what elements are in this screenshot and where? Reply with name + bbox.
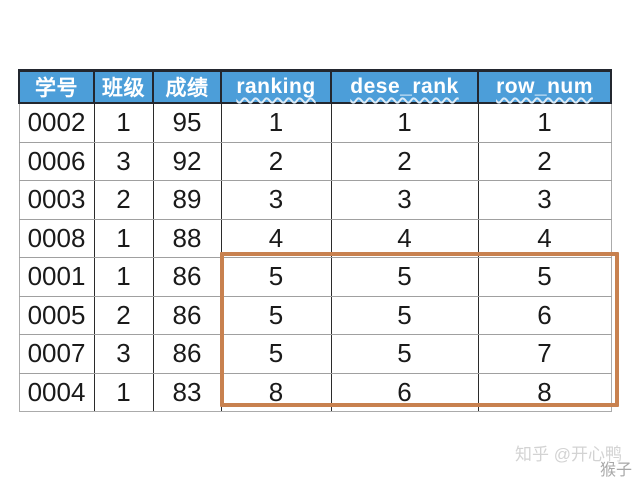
cell: 88 — [152, 218, 222, 258]
column-header-0: 学号 — [18, 69, 95, 104]
table-row: 0003 2 89 3 3 3 — [18, 180, 612, 220]
cell: 95 — [152, 102, 222, 143]
cell: 8 — [220, 372, 332, 412]
cell: 5 — [220, 334, 332, 374]
cell: 3 — [93, 141, 154, 181]
cell: 89 — [152, 180, 222, 220]
cell: 86 — [152, 295, 222, 335]
cell: 5 — [220, 257, 332, 297]
cell: 2 — [93, 295, 154, 335]
cell: 0002 — [18, 102, 95, 143]
cell: 0006 — [18, 141, 95, 181]
cell: 1 — [220, 102, 332, 143]
cell: 5 — [330, 334, 479, 374]
cell: 2 — [330, 141, 479, 181]
table-row: 0001 1 86 5 5 5 — [18, 257, 612, 297]
cell: 83 — [152, 372, 222, 412]
cell: 3 — [330, 180, 479, 220]
header-row: 学号 班级 成绩 ranking dese_rank row_num — [18, 69, 612, 104]
column-header-3: ranking — [220, 69, 332, 104]
table-row: 0007 3 86 5 5 7 — [18, 334, 612, 374]
cell: 1 — [93, 102, 154, 143]
table-row: 0008 1 88 4 4 4 — [18, 218, 612, 258]
watermark-zhihu: 知乎 @开心鸭 — [515, 445, 622, 464]
cell: 1 — [477, 102, 612, 143]
column-header-2: 成绩 — [152, 69, 222, 104]
cell: 0007 — [18, 334, 95, 374]
cell: 4 — [477, 218, 612, 258]
table-row: 0002 1 95 1 1 1 — [18, 102, 612, 143]
cell: 2 — [220, 141, 332, 181]
cell: 5 — [330, 295, 479, 335]
table-row: 0006 3 92 2 2 2 — [18, 141, 612, 181]
cell: 3 — [93, 334, 154, 374]
cell: 86 — [152, 334, 222, 374]
cell: 7 — [477, 334, 612, 374]
cell: 4 — [330, 218, 479, 258]
column-header-1: 班级 — [93, 69, 154, 104]
cell: 0001 — [18, 257, 95, 297]
cell: 6 — [330, 372, 479, 412]
cell: 5 — [477, 257, 612, 297]
cell: 0004 — [18, 372, 95, 412]
cell: 2 — [477, 141, 612, 181]
cell: 4 — [220, 218, 332, 258]
table-row: 0004 1 83 8 6 8 — [18, 372, 612, 412]
cell: 1 — [93, 257, 154, 297]
cell: 1 — [330, 102, 479, 143]
cell: 3 — [477, 180, 612, 220]
results-table: 学号 班级 成绩 ranking dese_rank row_num 0002 1 95 1 1 1… — [18, 69, 612, 412]
table-body: 0002 1 95 1 1 1 0006 3 92 2 2 2 0003 2 89 3 3 3 0008 1 88 4 4 4… — [18, 102, 612, 412]
cell: 5 — [330, 257, 479, 297]
cell: 5 — [220, 295, 332, 335]
watermark-monkey: 猴子 — [599, 462, 632, 479]
cell: 8 — [477, 372, 612, 412]
column-header-5: row_num — [477, 69, 612, 104]
cell: 1 — [93, 218, 154, 258]
cell: 0005 — [18, 295, 95, 335]
cell: 0008 — [18, 218, 95, 258]
column-header-4: dese_rank — [330, 69, 479, 104]
table-header: 学号 班级 成绩 ranking dese_rank row_num — [18, 69, 612, 104]
cell: 86 — [152, 257, 222, 297]
cell: 2 — [93, 180, 154, 220]
cell: 1 — [93, 372, 154, 412]
cell: 0003 — [18, 180, 95, 220]
cell: 6 — [477, 295, 612, 335]
cell: 92 — [152, 141, 222, 181]
table-row: 0005 2 86 5 5 6 — [18, 295, 612, 335]
cell: 3 — [220, 180, 332, 220]
